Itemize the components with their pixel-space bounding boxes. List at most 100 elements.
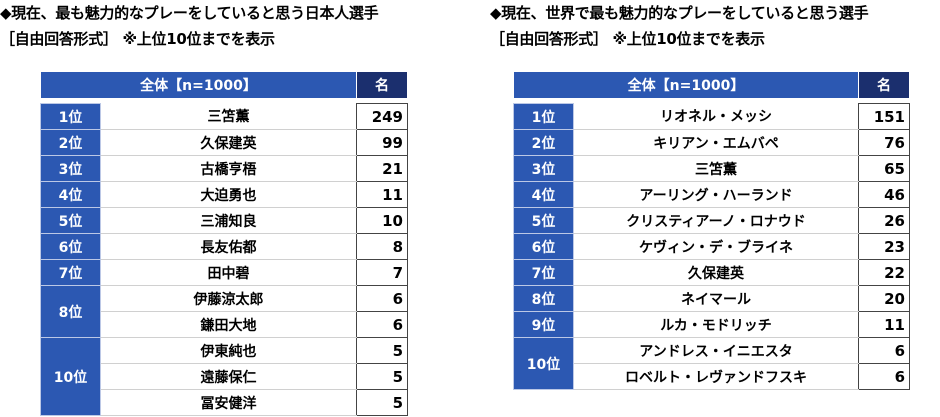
count-cell: 99	[356, 129, 408, 156]
count-cell: 11	[356, 181, 408, 208]
row: 8位 ネイマール 20	[513, 285, 910, 312]
ranking-table: 全体【n=1000】名 1位 三笘薫 249 2位 久保建英 99 3位 古橋亨梧 21 4位 大迫勇…	[40, 71, 408, 416]
count-cell: 151	[858, 103, 910, 130]
panel-subtitle: ［自由回答形式］ ※上位10位までを表示	[490, 30, 765, 48]
name-cell: リオネル・メッシ	[573, 103, 859, 130]
row: 鎌田大地 6	[41, 311, 408, 338]
row: 6位 長友佑都 8	[40, 233, 408, 260]
rank-cell: 6位	[40, 233, 101, 260]
row: 4位 アーリング・ハーランド 46	[513, 181, 910, 208]
panel-title: ◆現在、世界で最も魅力的なプレーをしていると思う選手	[490, 4, 869, 22]
panel: ◆現在、世界で最も魅力的なプレーをしていると思う選手 ［自由回答形式］ ※上位10…	[490, 0, 869, 52]
name-cell: 遠藤保仁	[100, 363, 357, 390]
row: 3位 古橋亨梧 21	[40, 155, 408, 182]
row: 冨安健洋 5	[41, 389, 408, 416]
row: 1位 三笘薫 249	[40, 103, 408, 130]
rank-cell: 10位	[513, 337, 574, 390]
header-cell: 全体【n=1000】	[40, 71, 357, 99]
row: 8位 伊藤涼太郎 6	[40, 285, 408, 338]
row: 1位 リオネル・メッシ 151	[513, 103, 910, 130]
header-row: 全体【n=1000】名	[513, 71, 910, 99]
rank-cell: 9位	[513, 311, 574, 338]
ranking-table: 全体【n=1000】名 1位 リオネル・メッシ 151 2位 キリアン・エムバペ 76 3位三…	[513, 71, 910, 390]
count-cell: 65	[858, 155, 910, 182]
rank-cell: 4位	[513, 181, 574, 208]
count-cell: 5	[356, 337, 408, 364]
count-cell: 5	[356, 389, 408, 416]
name-cell: 冨安健洋	[100, 389, 357, 416]
rank-cell: 1位	[513, 103, 574, 130]
count-cell: 8	[356, 233, 408, 260]
name-cell: 久保建英	[573, 259, 859, 286]
name-cell: 大迫勇也	[100, 181, 357, 208]
count-cell: 11	[858, 311, 910, 338]
rank-cell: 7位	[40, 259, 101, 286]
count-cell: 6	[356, 285, 408, 312]
row: 4位 大迫勇也 11	[40, 181, 408, 208]
rank-cell: 2位	[40, 129, 101, 156]
rank-cell: 10位	[40, 337, 101, 416]
name-cell: 三笘薫	[573, 155, 859, 182]
row: 5位 三浦知良 10	[40, 207, 408, 234]
row: 6位 ケヴィン・デ・ブライネ 23	[513, 233, 910, 260]
name-cell: クリスティアーノ・ロナウド	[573, 207, 859, 234]
row: 10位 アンドレス・イニエスタ 6	[513, 337, 910, 390]
rank-cell: 8位	[513, 285, 574, 312]
count-cell: 10	[356, 207, 408, 234]
row: 遠藤保仁 5	[41, 363, 408, 390]
name-cell: 田中碧	[100, 259, 357, 286]
name-cell: ルカ・モドリッチ	[573, 311, 859, 338]
name-cell: 古橋亨梧	[100, 155, 357, 182]
panel: ◆現在、最も魅力的なプレーをしていると思う日本人選手 ［自由回答形式］ ※上位10…	[0, 0, 379, 52]
rank-cell: 2位	[513, 129, 574, 156]
count-cell: 6	[858, 363, 910, 390]
row: 7位 久保建英 22	[513, 259, 910, 286]
name-cell: 三笘薫	[100, 103, 357, 130]
name-cell: 鎌田大地	[100, 311, 357, 338]
row: 7位 田中碧 7	[40, 259, 408, 286]
rank-cell: 3位	[513, 155, 574, 182]
header-cell: 名	[858, 71, 910, 99]
row: ロベルト・レヴァンドフスキ 6	[514, 363, 910, 390]
rank-cell: 8位	[40, 285, 101, 338]
name-cell: 伊東純也	[100, 337, 357, 364]
count-cell: 249	[356, 103, 408, 130]
rank-cell: 4位	[40, 181, 101, 208]
row: 2位 キリアン・エムバペ 76	[513, 129, 910, 156]
count-cell: 76	[858, 129, 910, 156]
count-cell: 6	[858, 337, 910, 364]
row: 9位 ルカ・モドリッチ 11	[513, 311, 910, 338]
rank-cell: 7位	[513, 259, 574, 286]
header-cell: 名	[356, 71, 408, 99]
count-cell: 46	[858, 181, 910, 208]
count-cell: 26	[858, 207, 910, 234]
count-cell: 23	[858, 233, 910, 260]
header-row: 全体【n=1000】名	[40, 71, 408, 99]
row: 2位 久保建英 99	[40, 129, 408, 156]
name-cell: ケヴィン・デ・ブライネ	[573, 233, 859, 260]
name-cell: ネイマール	[573, 285, 859, 312]
rank-cell: 3位	[40, 155, 101, 182]
count-cell: 5	[356, 363, 408, 390]
panel-title: ◆現在、最も魅力的なプレーをしていると思う日本人選手	[0, 4, 379, 22]
rank-cell: 5位	[513, 207, 574, 234]
rank-cell: 6位	[513, 233, 574, 260]
name-cell: 久保建英	[100, 129, 357, 156]
count-cell: 6	[356, 311, 408, 338]
count-cell: 22	[858, 259, 910, 286]
count-cell: 20	[858, 285, 910, 312]
name-cell: アーリング・ハーランド	[573, 181, 859, 208]
rank-cell: 1位	[40, 103, 101, 130]
name-cell: 伊藤涼太郎	[100, 285, 357, 312]
name-cell: キリアン・エムバペ	[573, 129, 859, 156]
panel-subtitle: ［自由回答形式］ ※上位10位までを表示	[0, 30, 275, 48]
row: 10位 伊東純也 5	[40, 337, 408, 416]
row: 3位 三笘薫 65	[513, 155, 910, 182]
header-cell: 全体【n=1000】	[513, 71, 859, 99]
name-cell: 長友佑都	[100, 233, 357, 260]
name-cell: ロベルト・レヴァンドフスキ	[573, 363, 859, 390]
name-cell: 三浦知良	[100, 207, 357, 234]
row: 5位 クリスティアーノ・ロナウド 26	[513, 207, 910, 234]
name-cell: アンドレス・イニエスタ	[573, 337, 859, 364]
